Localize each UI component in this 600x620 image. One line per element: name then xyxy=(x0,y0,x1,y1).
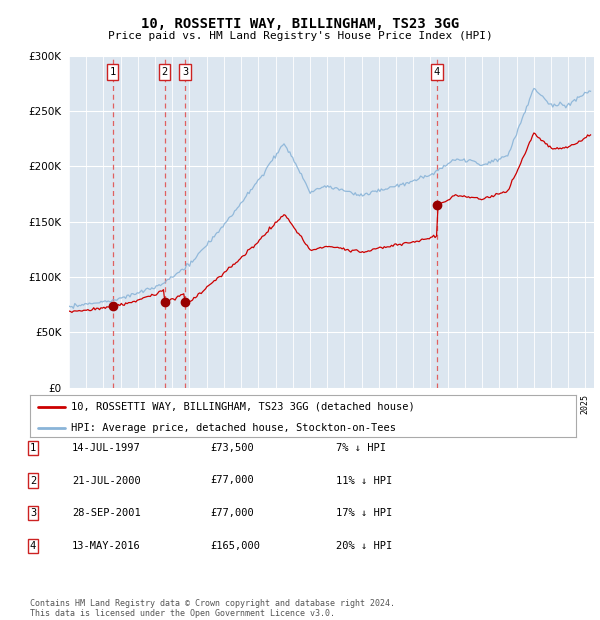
Text: 10, ROSSETTI WAY, BILLINGHAM, TS23 3GG (detached house): 10, ROSSETTI WAY, BILLINGHAM, TS23 3GG (… xyxy=(71,402,415,412)
Text: £73,500: £73,500 xyxy=(210,443,254,453)
Text: Price paid vs. HM Land Registry's House Price Index (HPI): Price paid vs. HM Land Registry's House … xyxy=(107,31,493,41)
Text: 14-JUL-1997: 14-JUL-1997 xyxy=(72,443,141,453)
Text: 2: 2 xyxy=(161,67,167,77)
Text: 7% ↓ HPI: 7% ↓ HPI xyxy=(336,443,386,453)
Text: 3: 3 xyxy=(182,67,188,77)
Text: 2: 2 xyxy=(30,476,36,485)
Text: £165,000: £165,000 xyxy=(210,541,260,551)
Text: 4: 4 xyxy=(434,67,440,77)
Text: 1: 1 xyxy=(110,67,116,77)
Text: 20% ↓ HPI: 20% ↓ HPI xyxy=(336,541,392,551)
Text: This data is licensed under the Open Government Licence v3.0.: This data is licensed under the Open Gov… xyxy=(30,609,335,618)
Text: 3: 3 xyxy=(30,508,36,518)
Text: 17% ↓ HPI: 17% ↓ HPI xyxy=(336,508,392,518)
Text: £77,000: £77,000 xyxy=(210,476,254,485)
Text: 11% ↓ HPI: 11% ↓ HPI xyxy=(336,476,392,485)
Text: Contains HM Land Registry data © Crown copyright and database right 2024.: Contains HM Land Registry data © Crown c… xyxy=(30,600,395,608)
Text: 4: 4 xyxy=(30,541,36,551)
Text: 1: 1 xyxy=(30,443,36,453)
Text: 28-SEP-2001: 28-SEP-2001 xyxy=(72,508,141,518)
Text: HPI: Average price, detached house, Stockton-on-Tees: HPI: Average price, detached house, Stoc… xyxy=(71,423,396,433)
Text: 10, ROSSETTI WAY, BILLINGHAM, TS23 3GG: 10, ROSSETTI WAY, BILLINGHAM, TS23 3GG xyxy=(141,17,459,32)
Text: 13-MAY-2016: 13-MAY-2016 xyxy=(72,541,141,551)
Text: 21-JUL-2000: 21-JUL-2000 xyxy=(72,476,141,485)
Text: £77,000: £77,000 xyxy=(210,508,254,518)
